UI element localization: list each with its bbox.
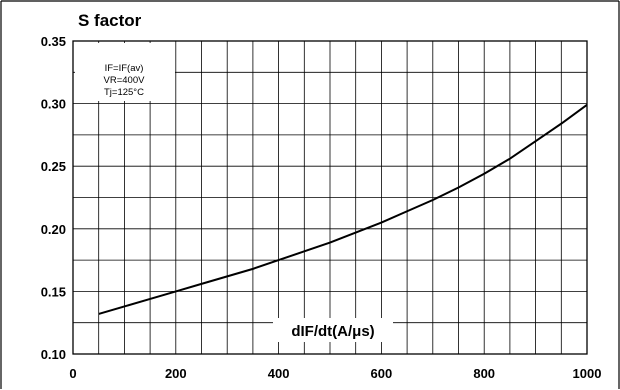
conditions-box xyxy=(75,43,175,101)
plot-frame xyxy=(72,40,588,355)
condition-label: VR=400V xyxy=(104,75,146,86)
y-tick-label: 0.20 xyxy=(41,222,66,237)
y-axis-title: S factor xyxy=(78,11,142,30)
x-axis-title: dIF/dt(A/μs) xyxy=(291,323,374,340)
y-tick-label: 0.25 xyxy=(41,159,66,174)
series-group xyxy=(98,104,588,315)
x-tick-label: 400 xyxy=(268,366,290,381)
x-tick-label: 200 xyxy=(165,366,187,381)
plot-area-border xyxy=(72,40,588,355)
chart-labels: S factor dIF/dt(A/μs) IF=IF(av)VR=400VTj=1… xyxy=(75,11,393,342)
x-tick-label: 600 xyxy=(371,366,393,381)
y-tick-label: 0.15 xyxy=(41,284,66,299)
condition-label: Tj=125°C xyxy=(104,87,144,98)
tick-labels: 0 200 400 600 800 1000 0.10 0.15 0.20 0.25 0.30 0.3… xyxy=(41,34,602,381)
y-tick-label: 0.35 xyxy=(41,34,66,49)
xlabel-box xyxy=(273,318,393,342)
x-tick-label: 800 xyxy=(473,366,495,381)
condition-label: IF=IF(av) xyxy=(105,63,144,74)
x-tick-label: 0 xyxy=(69,366,76,381)
series-line xyxy=(98,104,588,315)
y-tick-label: 0.30 xyxy=(41,97,66,112)
x-tick-label: 1000 xyxy=(573,366,602,381)
y-tick-label: 0.10 xyxy=(41,347,66,362)
